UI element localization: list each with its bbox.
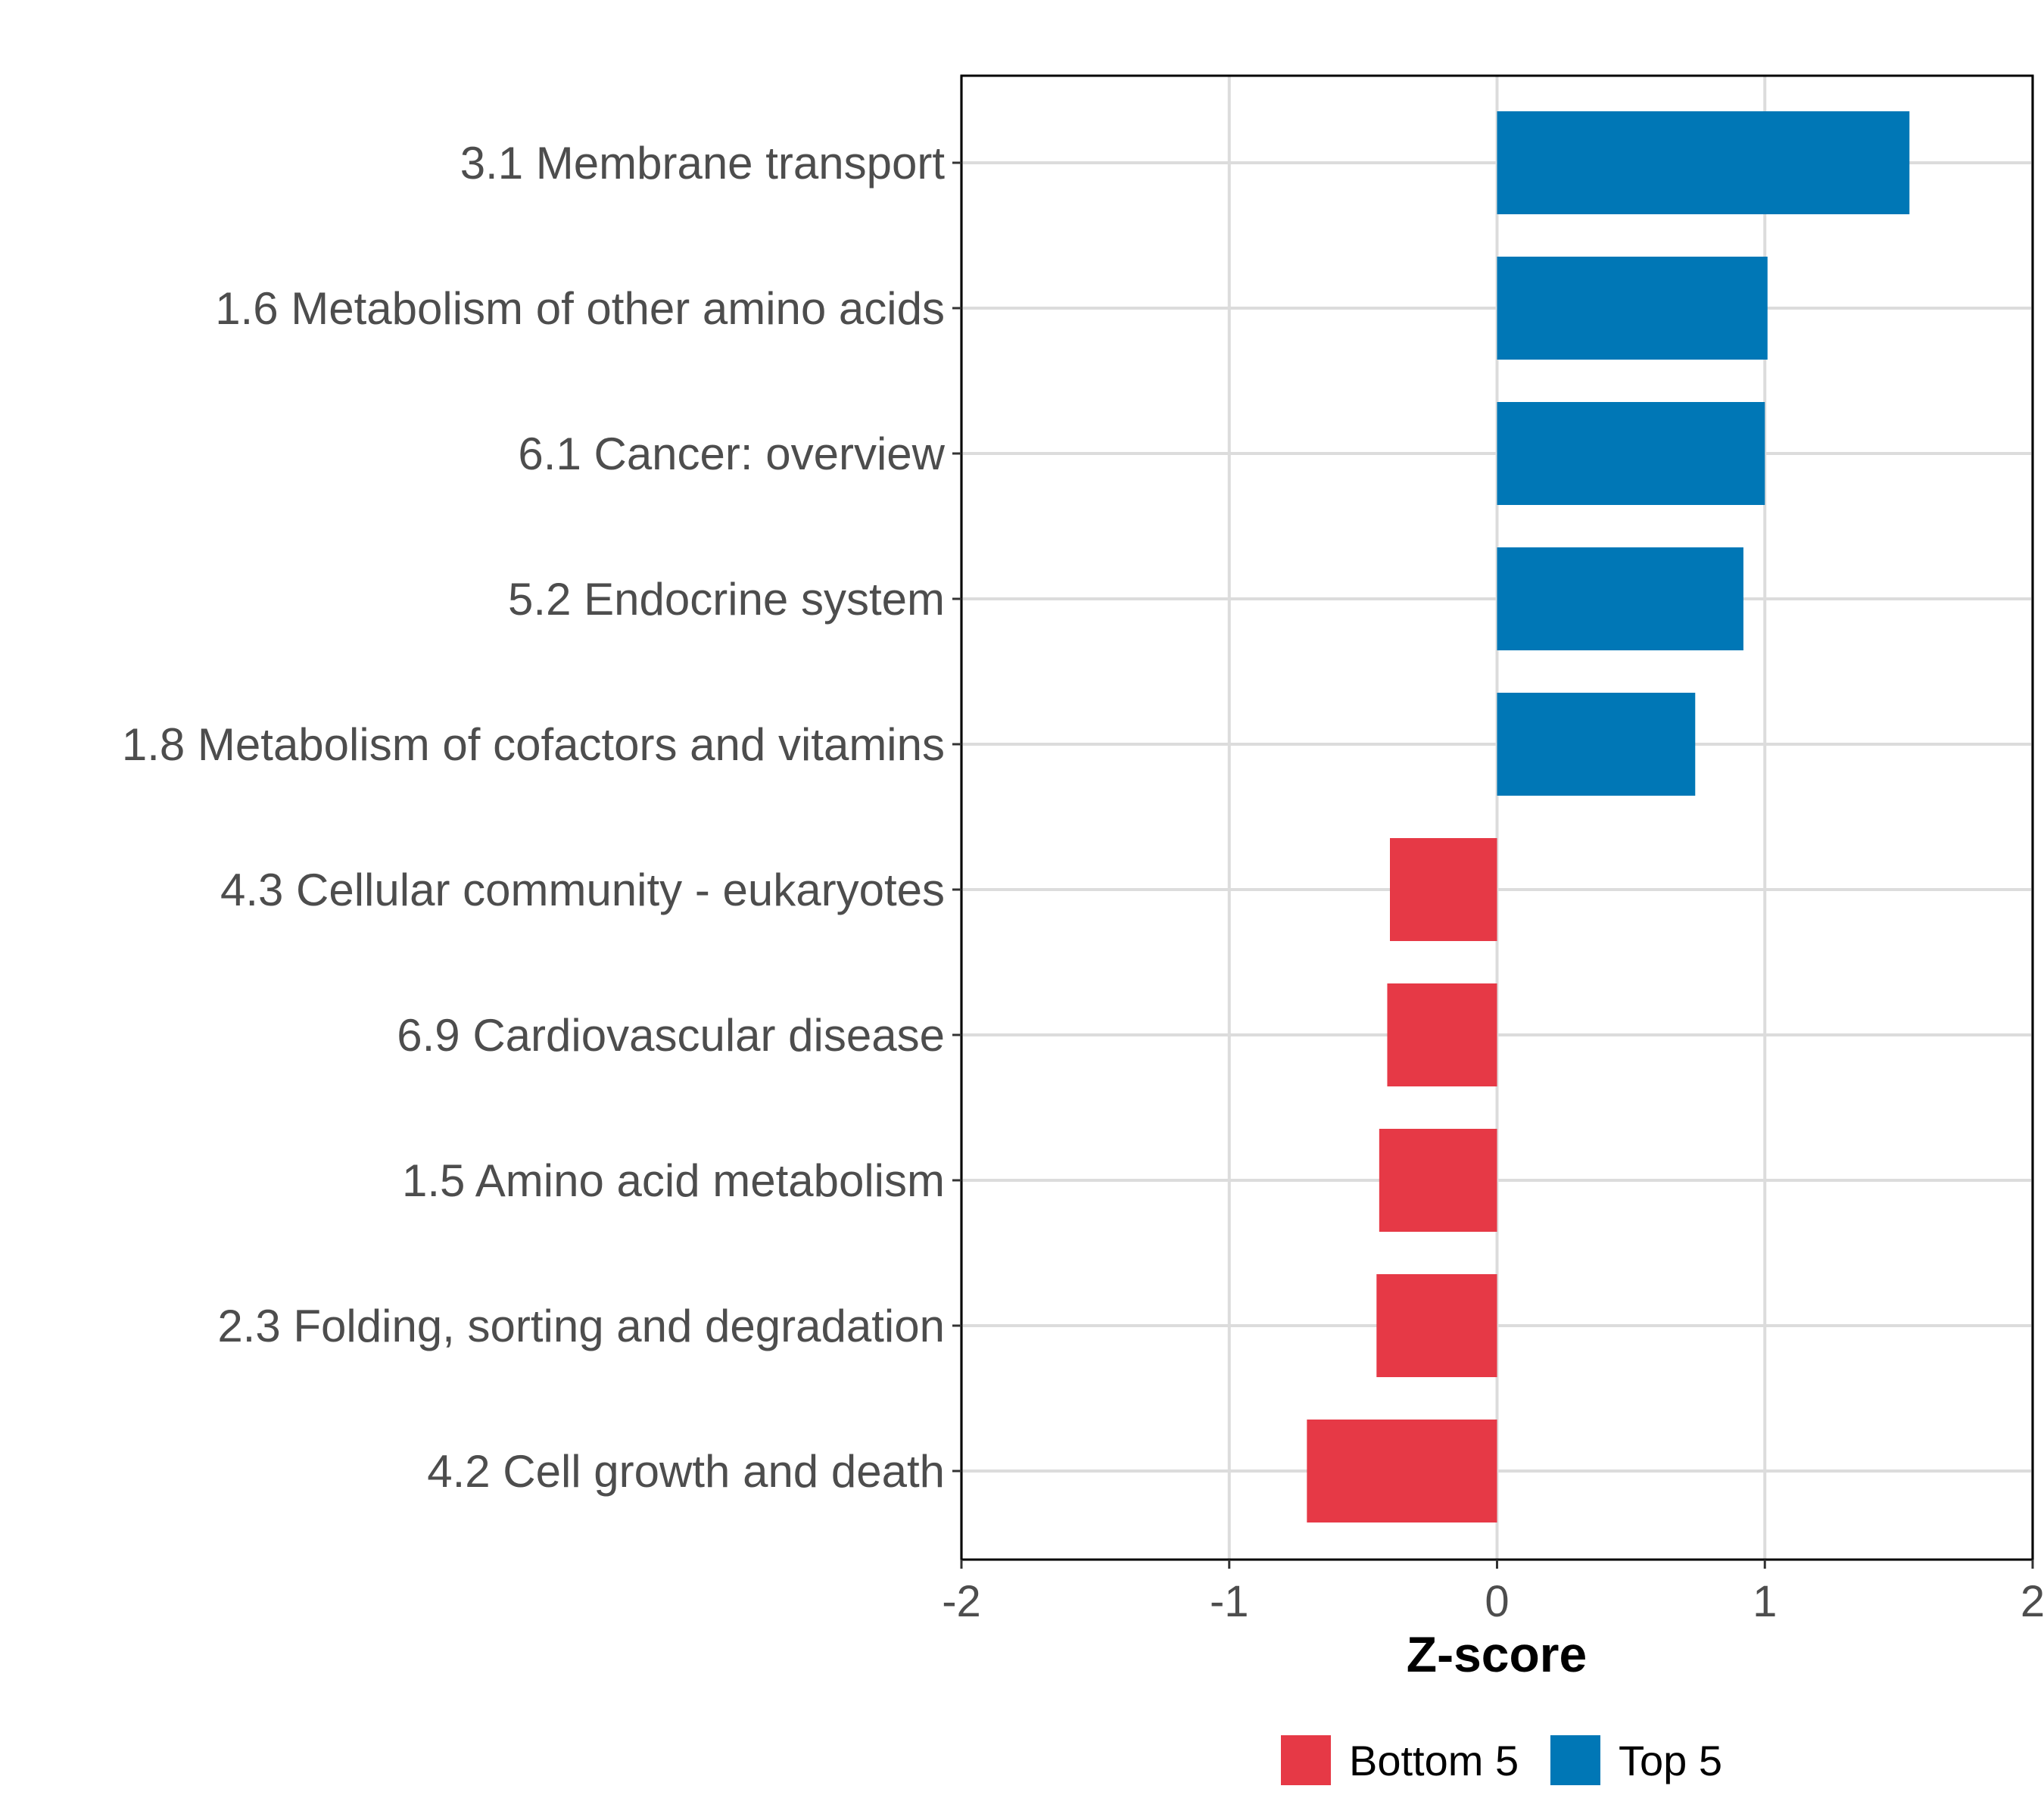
x-axis-title: Z-score — [1407, 1626, 1587, 1682]
category-label: 4.2 Cell growth and death — [427, 1446, 945, 1497]
category-label: 1.8 Metabolism of cofactors and vitamins — [122, 719, 945, 770]
bar-10 — [1307, 1420, 1497, 1522]
bars — [1307, 111, 1910, 1522]
category-label: 6.9 Cardiovascular disease — [397, 1010, 945, 1061]
bar-1 — [1497, 111, 1910, 214]
bar-8 — [1379, 1129, 1497, 1232]
x-tick-label: 2 — [2021, 1577, 2044, 1626]
x-axis: -2 -1 0 1 2 — [942, 1560, 2044, 1626]
category-label: 1.5 Amino acid metabolism — [402, 1155, 945, 1206]
bar-6 — [1390, 838, 1497, 941]
y-axis: 3.1 Membrane transport 1.6 Metabolism of … — [122, 138, 961, 1497]
x-tick-label: 0 — [1485, 1577, 1509, 1626]
x-tick-label: -2 — [942, 1577, 981, 1626]
x-tick-label: 1 — [1753, 1577, 1777, 1626]
category-label: 3.1 Membrane transport — [460, 138, 946, 189]
bar-7 — [1387, 983, 1497, 1086]
x-tick-label: -1 — [1210, 1577, 1249, 1626]
bar-2 — [1497, 257, 1768, 360]
category-label: 1.6 Metabolism of other amino acids — [215, 283, 945, 334]
bar-4 — [1497, 547, 1743, 650]
bar-3 — [1497, 402, 1765, 505]
bar-5 — [1497, 693, 1696, 796]
category-label: 2.3 Folding, sorting and degradation — [217, 1301, 945, 1351]
legend-label: Bottom 5 — [1349, 1737, 1519, 1784]
legend-label: Top 5 — [1619, 1737, 1722, 1784]
legend-swatch — [1281, 1735, 1331, 1785]
category-label: 4.3 Cellular community - eukaryotes — [220, 865, 945, 915]
legend: Bottom 5 Top 5 — [1281, 1735, 1722, 1785]
category-label: 5.2 Endocrine system — [508, 574, 945, 625]
legend-swatch — [1550, 1735, 1600, 1785]
bar-9 — [1376, 1274, 1497, 1377]
category-label: 6.1 Cancer: overview — [518, 429, 945, 479]
